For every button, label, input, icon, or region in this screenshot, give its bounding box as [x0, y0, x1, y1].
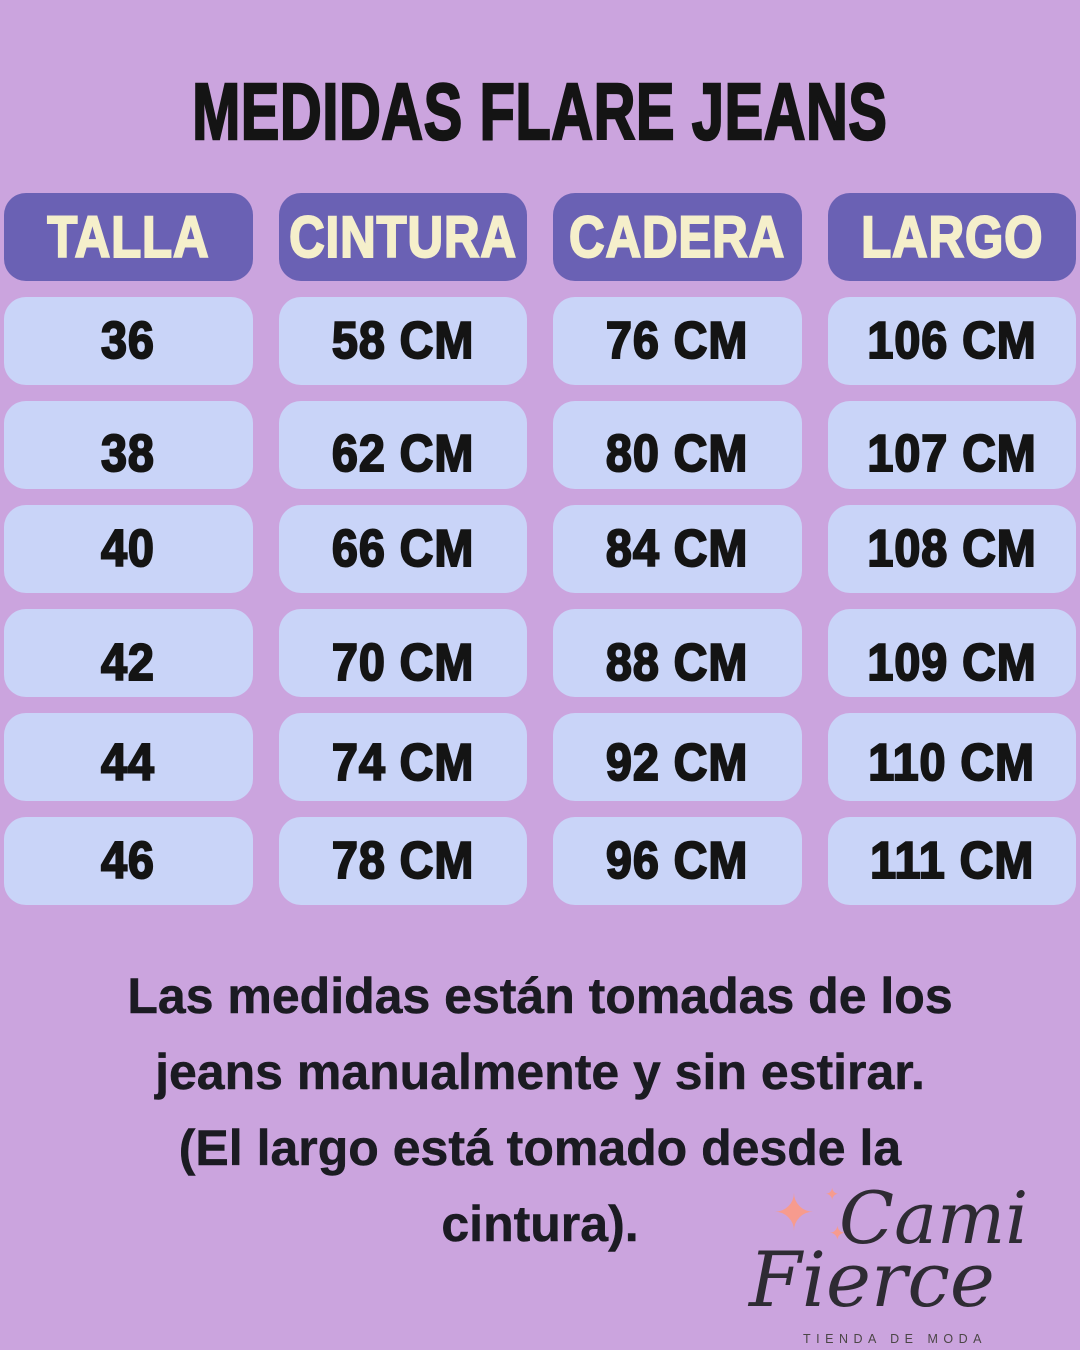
brand-tagline: TIENDA DE MODA [803, 1332, 987, 1346]
cell-text: 84 CM [605, 519, 749, 579]
cell-text: TALLA [46, 204, 210, 271]
cell-text: CINTURA [288, 204, 517, 271]
cell-text: 80 CM [605, 424, 749, 484]
cell-text: 46 [100, 831, 156, 891]
measure-cell: 80 CM [553, 401, 802, 489]
note-line: cintura). [441, 1196, 639, 1253]
measure-cell: 76 CM [553, 297, 802, 385]
cell-text: 88 CM [605, 633, 749, 693]
cell-text: 110 CM [868, 733, 1036, 793]
size-cell: 38 [4, 401, 253, 489]
cell-text: 42 [100, 633, 156, 693]
cell-text: LARGO [860, 204, 1043, 271]
measure-cell: 62 CM [278, 401, 527, 489]
note-line: Las medidas están tomadas de los [127, 968, 953, 1025]
sparkle-icon: ✦ [829, 1223, 846, 1245]
measurement-note: Las medidas están tomadas de los jeans ma… [0, 958, 1080, 1262]
brand-name-cami: Cami [839, 1176, 1029, 1260]
cell-text: CADERA [568, 204, 786, 271]
cell-text: 36 [100, 311, 156, 371]
measure-cell: 106 CM [827, 297, 1076, 385]
measure-cell: 78 CM [278, 817, 527, 905]
measure-cell: 66 CM [278, 505, 527, 593]
sparkle-icon: ✦ [773, 1185, 815, 1241]
measure-cell: 110 CM [827, 713, 1076, 801]
brand-logo: ✦ ✦ ✦ Cami Fierce TIENDA DE MODA [735, 1176, 1045, 1346]
page-title: MEDIDAS FLARE JEANS [0, 67, 1080, 156]
note-line: jeans manualmente y sin estirar. [155, 1044, 925, 1101]
cell-text: 107 CM [866, 424, 1037, 484]
brand-name-fierce: Fierce [749, 1235, 995, 1324]
measure-cell: 96 CM [553, 817, 802, 905]
page-title-text: MEDIDAS FLARE JEANS [191, 67, 888, 156]
measure-cell: 111 CM [827, 817, 1076, 905]
measure-cell: 109 CM [827, 609, 1076, 697]
cell-text: 38 [100, 424, 156, 484]
cell-text: 109 CM [866, 633, 1037, 693]
measure-cell: 84 CM [553, 505, 802, 593]
cell-text: 92 CM [605, 733, 749, 793]
size-cell: 40 [4, 505, 253, 593]
measure-cell: 74 CM [278, 713, 527, 801]
cell-text: 96 CM [605, 831, 749, 891]
header-cell-cadera: CADERA [553, 193, 802, 281]
cell-text: 78 CM [331, 831, 474, 891]
measure-cell: 88 CM [553, 609, 802, 697]
cell-text: 76 CM [605, 311, 749, 371]
header-cell-largo: LARGO [827, 193, 1076, 281]
cell-text: 106 CM [866, 311, 1037, 371]
size-cell: 42 [4, 609, 253, 697]
header-cell-talla: TALLA [4, 193, 253, 281]
size-cell: 44 [4, 713, 253, 801]
cell-text: 58 CM [331, 311, 474, 371]
cell-text: 40 [100, 519, 156, 579]
cell-text: 70 CM [331, 633, 474, 693]
measure-cell: 107 CM [827, 401, 1076, 489]
sparkle-icon: ✦ [825, 1185, 840, 1204]
cell-text: 44 [100, 733, 156, 793]
cell-text: 62 CM [331, 424, 474, 484]
note-line: (El largo está tomado desde la [178, 1120, 902, 1177]
cell-text: 108 CM [866, 519, 1037, 579]
cell-text: 74 CM [331, 733, 474, 793]
cell-text: 66 CM [331, 519, 474, 579]
measure-cell: 58 CM [278, 297, 527, 385]
size-cell: 46 [4, 817, 253, 905]
size-table: TALLA CINTURA CADERA LARGO 36 58 CM 76 CM 106 C… [4, 193, 1076, 905]
measure-cell: 108 CM [827, 505, 1076, 593]
header-cell-cintura: CINTURA [278, 193, 527, 281]
size-cell: 36 [4, 297, 253, 385]
cell-text: 111 CM [869, 831, 1034, 891]
measure-cell: 92 CM [553, 713, 802, 801]
measure-cell: 70 CM [278, 609, 527, 697]
